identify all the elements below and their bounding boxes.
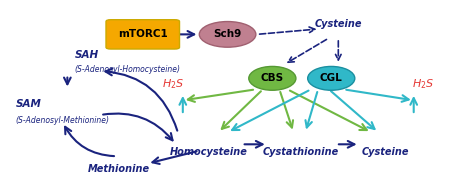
Text: (S-Adenosyl-Methionine): (S-Adenosyl-Methionine) <box>16 116 109 125</box>
Ellipse shape <box>249 66 296 90</box>
Text: Cysteine: Cysteine <box>315 19 362 29</box>
Text: $H_2S$: $H_2S$ <box>162 77 184 91</box>
Text: CBS: CBS <box>261 73 284 83</box>
Text: Cysteine: Cysteine <box>362 147 409 157</box>
Text: Sch9: Sch9 <box>213 29 242 39</box>
Text: (S-Adenosyl-Homocysteine): (S-Adenosyl-Homocysteine) <box>74 65 181 74</box>
Text: $H_2S$: $H_2S$ <box>412 77 434 91</box>
Text: Homocysteine: Homocysteine <box>170 147 247 157</box>
FancyBboxPatch shape <box>106 20 180 49</box>
Text: SAH: SAH <box>74 49 99 60</box>
Text: SAM: SAM <box>16 99 41 109</box>
Ellipse shape <box>308 66 355 90</box>
Text: Methionine: Methionine <box>88 164 150 174</box>
Text: Cystathionine: Cystathionine <box>263 147 339 157</box>
Text: mTORC1: mTORC1 <box>118 29 168 39</box>
Text: CGL: CGL <box>320 73 343 83</box>
Ellipse shape <box>199 22 256 47</box>
